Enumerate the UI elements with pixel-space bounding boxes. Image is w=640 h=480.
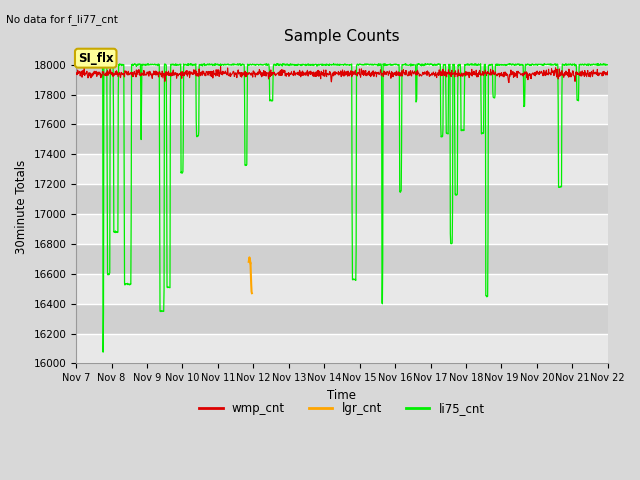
Bar [76,124,608,154]
wmp_cnt [177,73,185,79]
lgr_cnt [248,290,256,296]
lgr_cnt [248,281,255,287]
wmp_cnt [505,80,513,85]
Bar [76,274,608,304]
X-axis label: Time: Time [328,389,356,402]
Bar [76,65,608,95]
li75_cnt [178,170,186,176]
Bar [76,154,608,184]
wmp_cnt [191,71,198,77]
Line: lgr_cnt: lgr_cnt [250,264,252,293]
lgr_cnt [246,261,254,266]
Bar [76,95,608,124]
wmp_cnt [604,69,612,74]
Text: No data for f_li77_cnt: No data for f_li77_cnt [6,14,118,25]
Text: SI_flx: SI_flx [78,52,113,65]
Bar [76,334,608,363]
Bar [76,244,608,274]
wmp_cnt [250,71,258,77]
li75_cnt [604,62,612,68]
Y-axis label: 30minute Totals: 30minute Totals [15,159,28,254]
li75_cnt [99,349,107,355]
lgr_cnt [247,271,255,276]
Title: Sample Counts: Sample Counts [284,29,400,44]
li75_cnt [425,62,433,68]
Line: li75_cnt: li75_cnt [76,63,608,352]
Bar [76,214,608,244]
Line: wmp_cnt: wmp_cnt [76,67,608,83]
li75_cnt [330,60,337,66]
li75_cnt [72,62,80,68]
wmp_cnt [425,71,433,77]
Bar [76,304,608,334]
lgr_cnt [248,289,255,295]
li75_cnt [191,62,198,68]
li75_cnt [250,61,258,67]
wmp_cnt [494,71,502,76]
wmp_cnt [541,69,549,75]
Legend: wmp_cnt, lgr_cnt, li75_cnt: wmp_cnt, lgr_cnt, li75_cnt [194,398,490,420]
wmp_cnt [72,71,80,77]
wmp_cnt [217,64,225,70]
Bar [76,184,608,214]
li75_cnt [495,61,502,67]
li75_cnt [541,61,549,67]
